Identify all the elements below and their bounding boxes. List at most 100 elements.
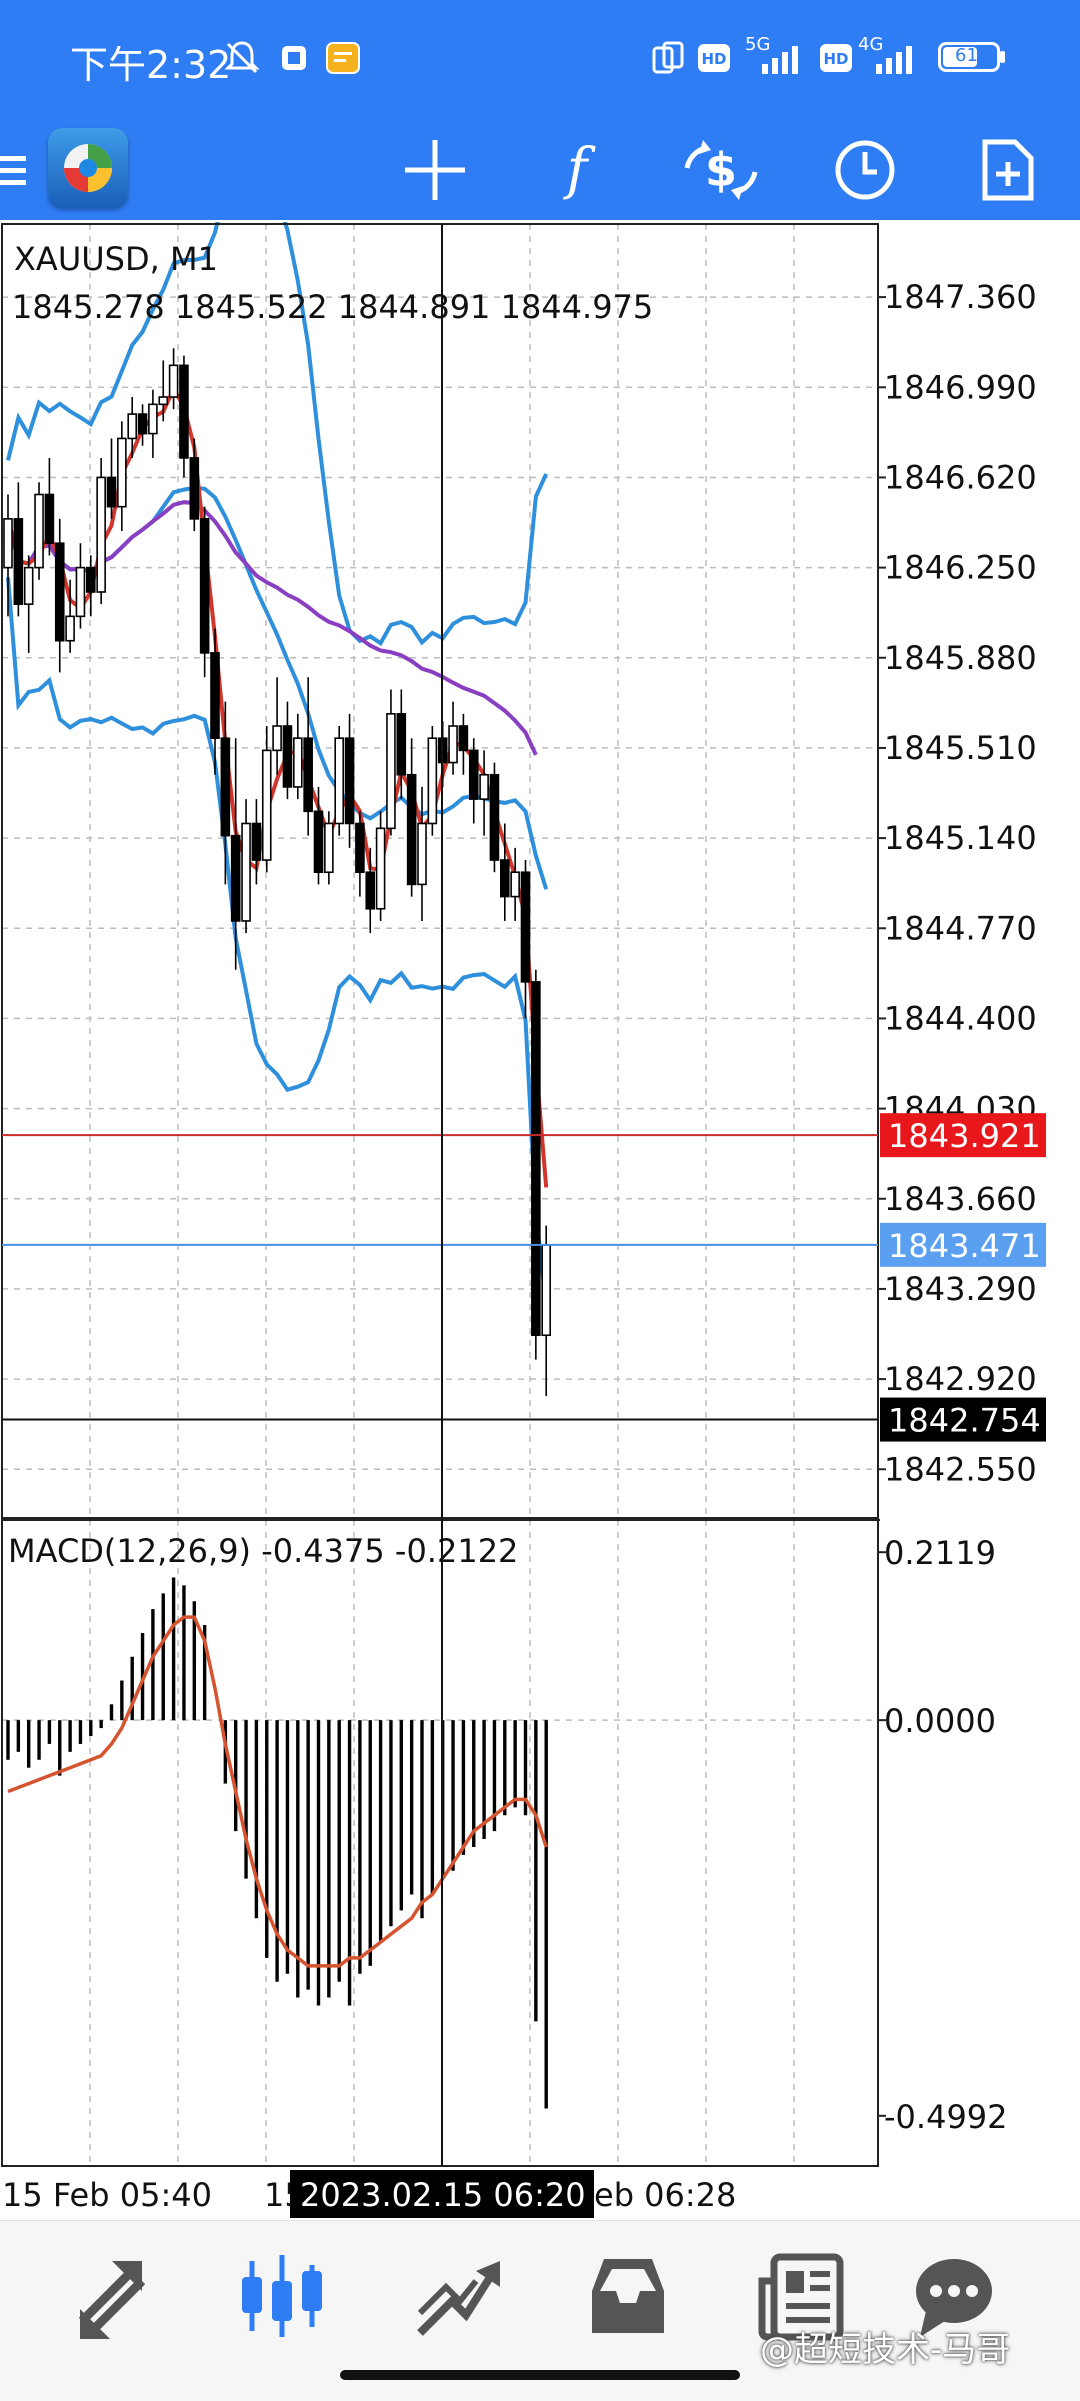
candlesticks [3,348,552,1397]
price-tick-12: 1842.920 [884,1360,1037,1398]
ohlc-label: 1845.278 1845.522 1844.891 1844.975 [12,288,653,326]
price-chart[interactable]: 1847.360 1846.990 1846.620 1846.250 1845.880… [0,222,1080,2220]
price-tick-0: 1847.360 [884,278,1037,316]
candle-body-49 [510,871,520,898]
add-document-icon [982,139,1034,201]
candle-body-47 [489,773,500,861]
macd-tick-1: 0.0000 [884,1702,996,1740]
metatrader-logo[interactable] [48,128,128,208]
price-tick-3: 1846.250 [884,549,1037,587]
candle-body-32 [334,737,345,825]
status-bar: 下午2:32 HD 5G HD 4G 61 [0,0,1080,120]
function-icon: f [563,138,597,202]
svg-text:HD: HD [823,50,848,68]
candle-body-19 [199,518,210,654]
price-tick-13: 1842.550 [884,1450,1037,1488]
candle-body-9 [96,476,106,593]
svg-text:$: $ [705,143,737,197]
candle-body-25 [261,749,272,861]
candle-body-37 [386,713,396,830]
notes-app-icon [326,42,360,74]
candle-body-3 [34,493,44,569]
candle-body-7 [75,566,86,618]
fast-ma-line [6,384,549,1188]
candle-body-8 [86,566,96,593]
candle-body-20 [210,652,220,739]
candle-body-36 [375,827,386,910]
chart-toolbar: f $ [0,120,1080,220]
price-tick-10: 1843.660 [884,1180,1037,1218]
battery-level: 61 [955,45,978,66]
svg-text:f: f [563,138,597,202]
chart-tab[interactable] [232,2251,332,2341]
candle-body-28 [292,737,303,788]
candle-body-18 [189,457,200,520]
candle-body-30 [313,810,324,874]
candles-icon [242,2255,322,2337]
messages-tab[interactable] [904,2251,1004,2341]
svg-text:HD: HD [701,50,726,68]
crosshair-time-tag [290,2170,594,2218]
candle-body-46 [479,773,489,800]
candle-body-24 [251,822,262,861]
dollar-exchange-icon: $ [684,140,758,200]
candle-body-34 [355,822,365,874]
price-tick-8: 1844.400 [884,999,1037,1037]
price-tick-1: 1846.990 [884,368,1037,406]
candle-body-14 [148,403,158,435]
candle-body-12 [127,413,137,440]
candle-body-45 [468,749,479,800]
crosshair-price-tag [880,1397,1046,1442]
candle-body-17 [179,364,189,459]
objects-button[interactable] [952,120,1062,220]
ask-price-label: 1843.921 [888,1117,1041,1155]
quotes-tab[interactable] [62,2251,162,2341]
candle-body-26 [272,725,282,752]
candle-body-52 [541,1244,552,1337]
main-chart-frame [1,223,879,1519]
macd-tick-2: -0.4992 [884,2098,1008,2136]
time-label-3: eb 06:28 [594,2176,736,2214]
macd-frame [1,1519,879,2167]
candle-body-0 [3,518,13,569]
candle-body-4 [44,493,55,545]
macd-panel [2,1577,878,2109]
candle-body-39 [406,773,417,886]
candle-body-35 [365,871,376,910]
candle-body-21 [220,737,231,837]
candle-body-48 [499,859,510,898]
news-icon [758,2253,844,2341]
candle-body-22 [230,834,241,922]
screen-mirror-icon [652,41,684,74]
network-5g-label: 5G [745,34,771,55]
trend-icon [417,2261,500,2336]
trade-tab[interactable] [406,2251,506,2341]
candle-body-23 [241,822,251,922]
candle-body-29 [303,737,313,813]
hamburger-icon[interactable] [0,150,30,190]
ask-price-tag [880,1113,1046,1158]
news-tab[interactable] [752,2251,852,2341]
crosshair-button[interactable] [380,120,490,220]
candle-body-27 [282,725,293,788]
bid-price-tag [880,1222,1046,1267]
price-tick-6: 1845.140 [884,819,1037,857]
home-indicator[interactable] [340,2370,740,2380]
candle-body-44 [458,725,469,752]
trade-button[interactable]: $ [666,120,776,220]
macd-signal-line [7,1615,548,1968]
candle-body-1 [13,518,24,605]
timeframe-button[interactable] [810,120,920,220]
candle-body-13 [137,413,148,435]
macd-label: MACD(12,26,9) -0.4375 -0.2122 [8,1532,518,1570]
bid-price-label: 1843.471 [888,1227,1041,1265]
candle-body-10 [106,476,117,508]
crosshair-icon [405,140,465,200]
candle-body-5 [54,542,65,642]
indicators-button[interactable]: f [522,120,632,220]
history-tab[interactable] [578,2251,678,2341]
candle-body-6 [65,615,75,642]
candle-body-2 [23,566,34,605]
candle-body-51 [531,981,541,1337]
mute-bell-icon [224,41,260,74]
